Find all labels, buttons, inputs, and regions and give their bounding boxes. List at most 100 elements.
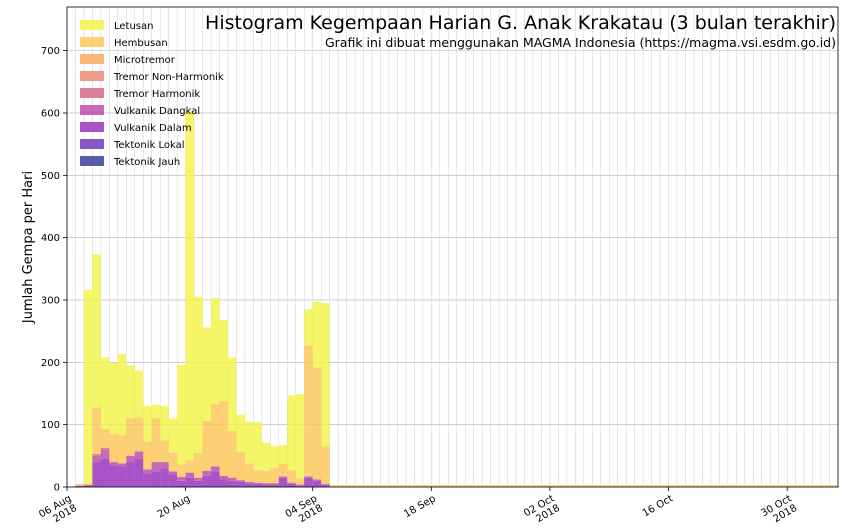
bar-segment-hembusan [465,485,474,487]
bar-segment-hembusan [549,485,559,487]
bar-segment-vulkanik-dalam [321,485,330,487]
bar-segment-hembusan [583,485,593,487]
bar-segment-vulkanik-dalam [261,484,271,487]
bar-segment-hembusan [507,485,517,487]
bar-segment-vulkanik-dalam [202,475,212,487]
bar-segment-hembusan [592,485,601,487]
bar-segment-vulkanik-dangkal [185,472,195,478]
bar-segment-hembusan [160,440,169,463]
bar-segment-hembusan [185,460,195,473]
bar-segment-hembusan [685,485,694,487]
bar-segment-vulkanik-dangkal [168,471,178,475]
bar-segment-hembusan [270,467,279,484]
bar-segment-hembusan [278,463,288,477]
bar-segment-vulkanik-dalam [177,480,186,487]
bar-segment-vulkanik-dangkal [211,466,220,472]
bar-segment-vulkanik-dangkal [134,451,144,459]
bar-segment-hembusan [329,485,339,487]
bar-segment-hembusan [372,485,381,487]
bar-segment-hembusan [100,429,110,448]
bar-segment-hembusan [761,485,771,487]
bar-segment-hembusan [710,485,720,487]
bar-segment-vulkanik-dalam [236,482,245,487]
bar-segment-letusan [236,414,245,453]
bar-segment-letusan [312,301,322,368]
bar-segment-hembusan [719,485,728,487]
bar-segment-hembusan [575,485,584,487]
bar-segment-vulkanik-dangkal [177,477,186,481]
legend-label: Tremor Harmonik [113,89,200,100]
bar-segment-hembusan [405,485,415,487]
bar-segment-hembusan [787,485,796,487]
bar-segment-hembusan [194,452,203,478]
legend-swatch [80,37,104,47]
bar-segment-hembusan [261,470,271,484]
legend-swatch [80,105,104,115]
x-tick-label: 16 Oct [641,493,675,519]
bar-segment-tremor-harmonik [92,453,101,456]
bar-segment-vulkanik-dalam [92,462,101,487]
bar-segment-letusan [287,395,296,471]
bar-segment-hembusan [736,485,745,487]
bar-segment-letusan [177,364,186,465]
bar-segment-tremor-harmonik [100,447,110,450]
bar-segment-vulkanik-dangkal [287,482,296,484]
bar-segment-hembusan [355,485,364,487]
bar-segment-letusan [211,298,220,405]
bar-segment-vulkanik-dalam [134,458,144,487]
bar-segment-hembusan [660,485,669,487]
bar-segment-hembusan [338,485,347,487]
bar-segment-vulkanik-dalam [253,483,262,487]
bar-segment-hembusan [456,485,466,487]
bar-segment-letusan [244,421,254,464]
bar-segment-hembusan [92,407,101,454]
bar-segment-vulkanik-dangkal [100,449,110,459]
y-tick-label: 700 [41,46,60,57]
bar-segment-vulkanik-dalam [270,484,279,487]
legend-label: Letusan [114,21,153,32]
bar-segment-letusan [202,327,212,421]
bar-segment-hembusan [431,485,440,487]
bar-segment-letusan [117,354,127,436]
bar-segment-hembusan [693,485,703,487]
bar-segment-vulkanik-dangkal [253,482,262,484]
y-tick-label: 100 [41,420,60,431]
bar-segment-hembusan [473,485,483,487]
bar-segment-hembusan [702,485,711,487]
bar-segment-letusan [185,111,195,461]
legend-swatch [80,139,104,149]
bar-segment-letusan [261,442,271,471]
bar-segment-hembusan [312,367,322,480]
legend-label: Tektonik Jauh [113,157,180,168]
bar-segment-vulkanik-dalam [185,477,195,487]
bar-segment-hembusan [380,485,389,487]
bar-segment-hembusan [490,485,500,487]
bar-segment-hembusan [668,485,678,487]
bar-segment-vulkanik-dalam [143,473,152,487]
bar-segment-hembusan [109,434,118,463]
legend-swatch [80,54,104,64]
bar-segment-vulkanik-dangkal [160,462,169,469]
y-axis-label: Jumlah Gempa per Hari [21,171,36,324]
bar-segment-hembusan [499,485,508,487]
bar-segment-hembusan [821,485,830,487]
bar-segment-letusan [151,404,161,419]
bar-segment-vulkanik-dangkal [312,479,322,481]
bar-segment-letusan [321,303,330,447]
bar-segment-vulkanik-dangkal [109,462,118,466]
bar-segment-hembusan [727,485,737,487]
bar-segment-hembusan [321,446,330,484]
bar-segment-letusan [160,405,169,441]
bar-segment-hembusan [634,485,644,487]
bar-segment-vulkanik-dalam [227,480,237,487]
bar-segment-vulkanik-dangkal [295,484,305,486]
bar-segment-hembusan [151,418,161,463]
y-tick-label: 300 [41,295,60,306]
bar-segment-vulkanik-dangkal [304,476,313,478]
bar-segment-hembusan [617,485,627,487]
bar-segment-hembusan [677,485,686,487]
bar-segment-letusan [304,309,313,346]
